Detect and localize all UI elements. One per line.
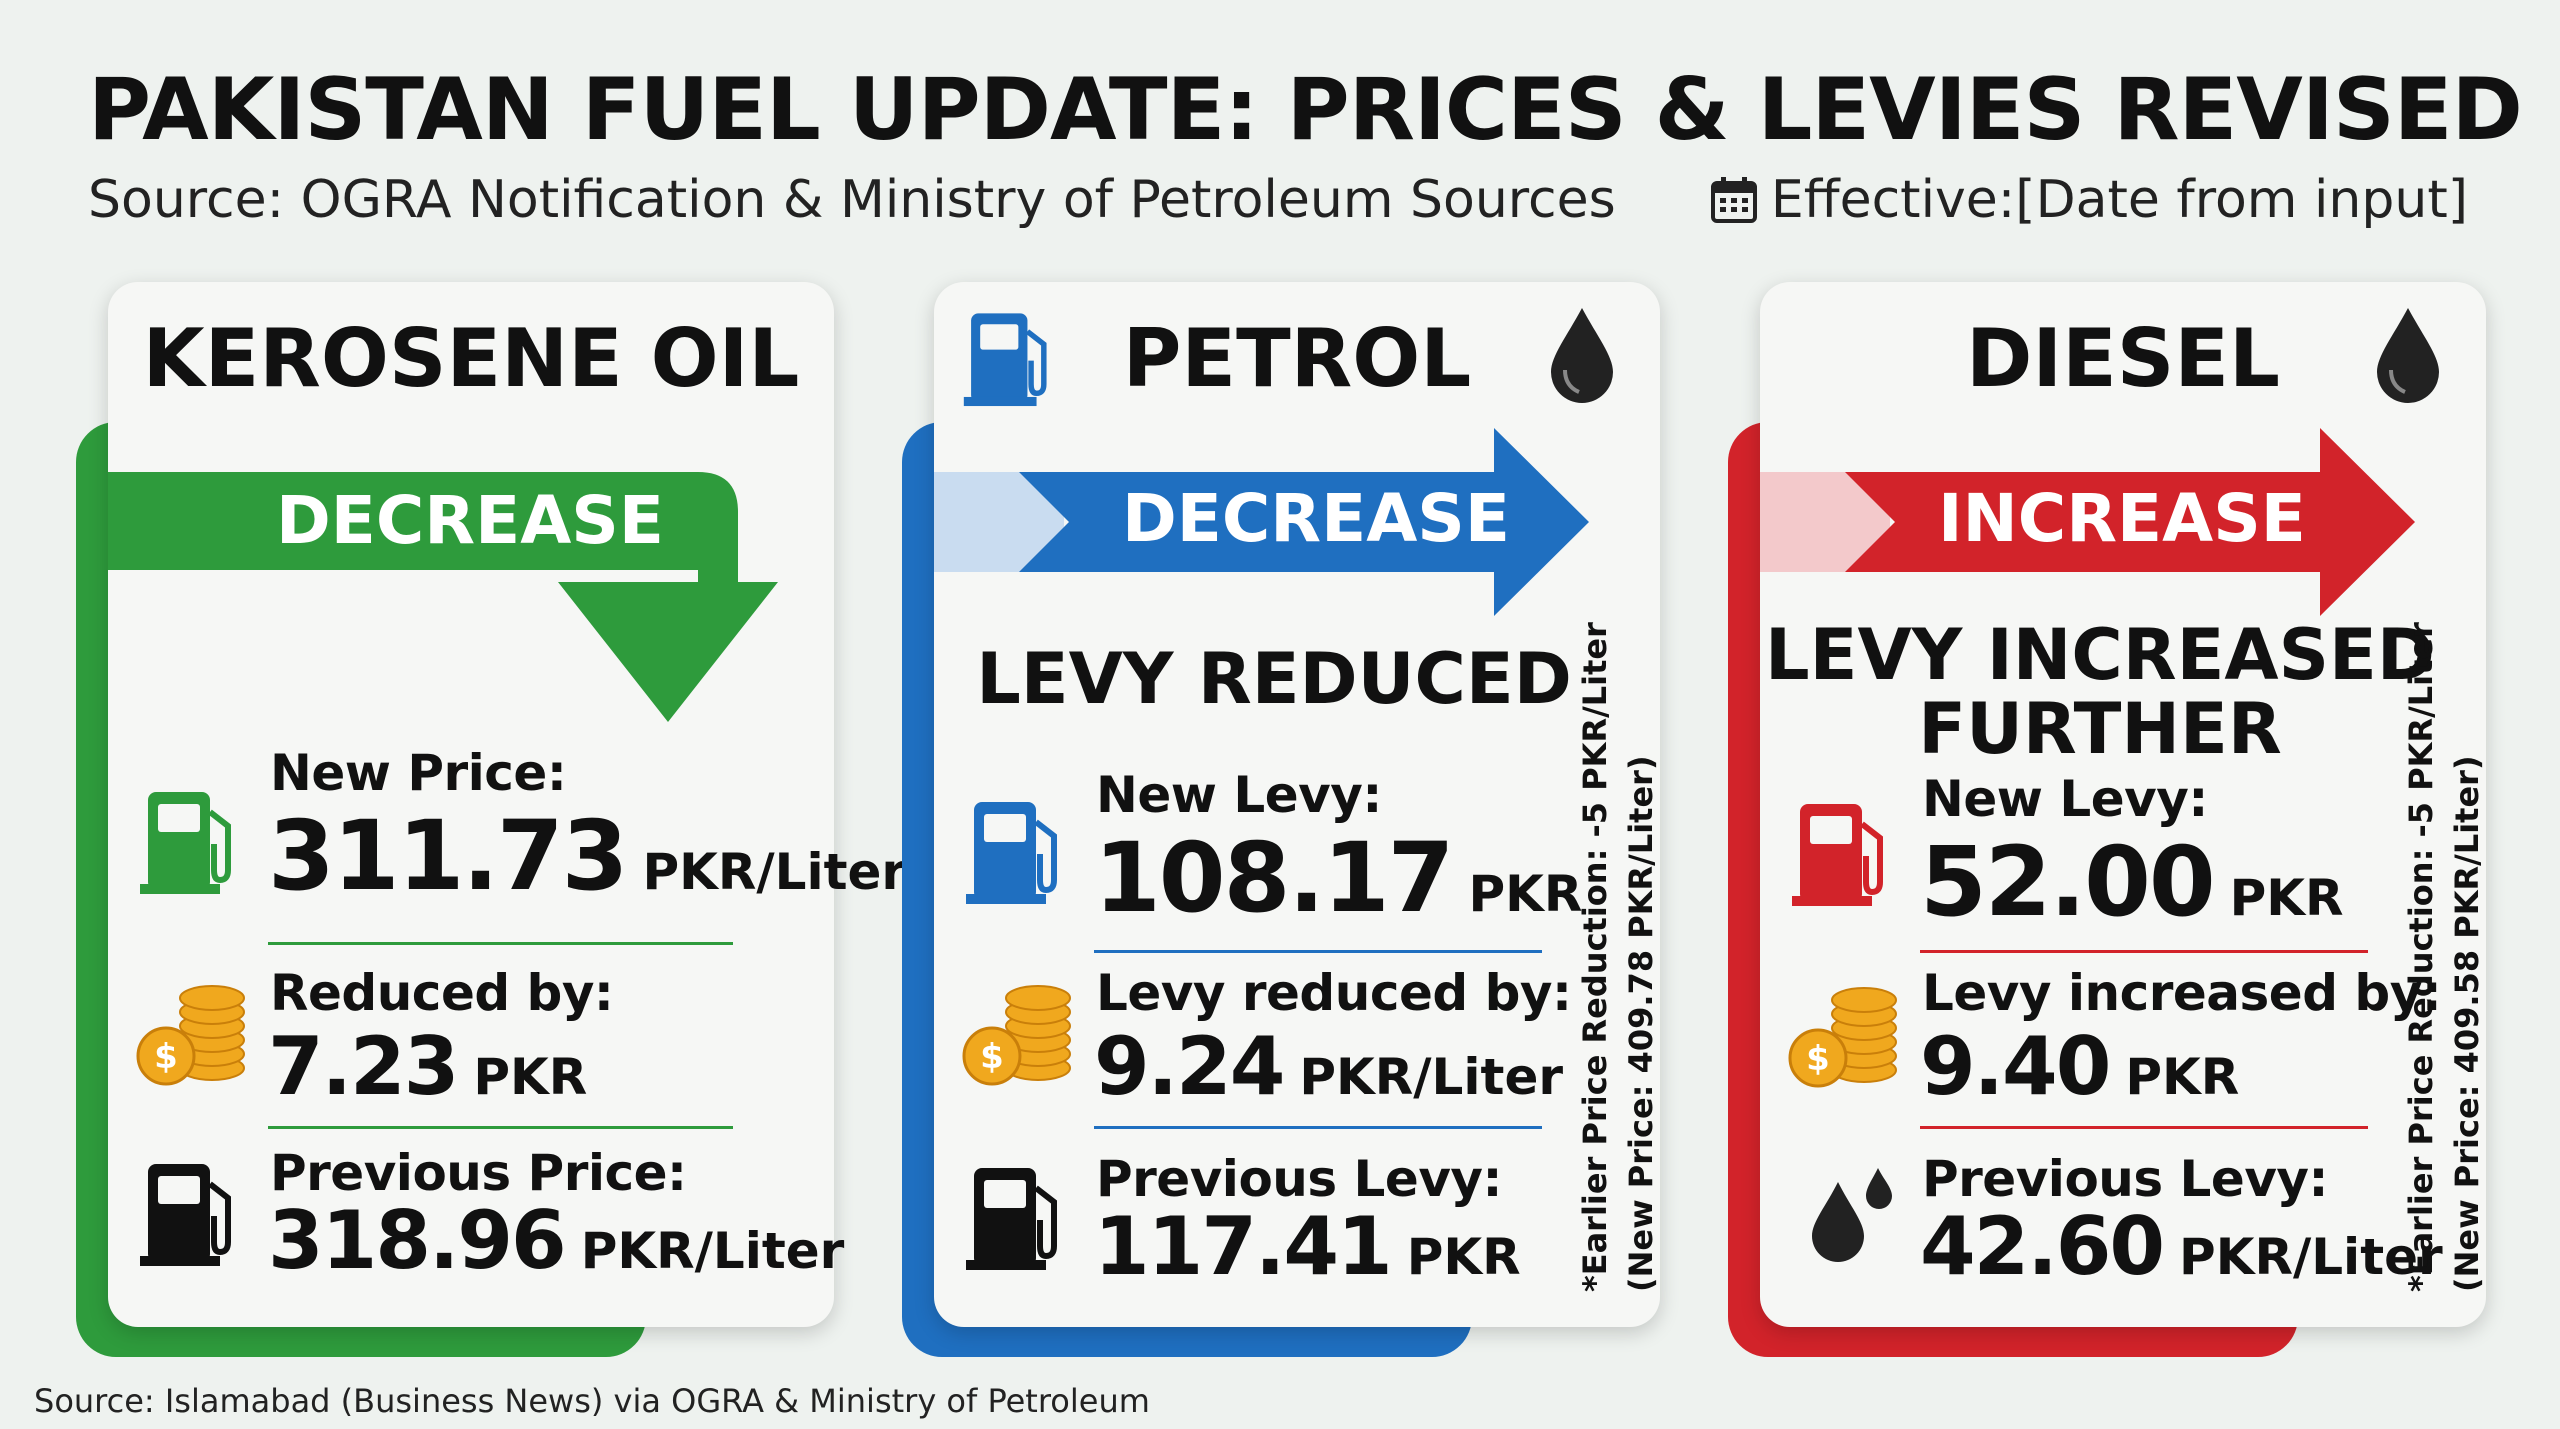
diesel-status-line1: LEVY INCREASED	[1765, 614, 2435, 696]
kerosene-reduced-unit: PKR	[473, 1048, 588, 1106]
kerosene-new-price-label: New Price:	[270, 744, 567, 802]
svg-text:$: $	[980, 1037, 1004, 1077]
oil-drops-icon	[1812, 1168, 1892, 1262]
fuel-pump-black-icon	[140, 1164, 231, 1266]
petrol-change: 9.24 PKR/Liter	[1094, 1020, 1563, 1113]
fuel-pump-icon	[963, 313, 1047, 407]
fuel-pump-icon	[140, 792, 231, 894]
fuel-pump-icon	[966, 802, 1057, 904]
kerosene-decrease-arrow	[108, 472, 778, 722]
petrol-new-levy-label: New Levy:	[1096, 766, 1382, 824]
kerosene-direction: DECREASE	[276, 482, 664, 559]
kerosene-new-price: 311.73 PKR/Liter	[268, 800, 906, 912]
petrol-change-unit: PKR/Liter	[1299, 1048, 1564, 1106]
coins-icon: $	[136, 985, 245, 1086]
petrol-card-body: PETROL	[934, 282, 1660, 1327]
diesel-note-line2: (New Price: 409.58 PKR/Liter)	[2448, 755, 2486, 1292]
page-title: PAKISTAN FUEL UPDATE: PRICES & LEVIES RE…	[88, 60, 2523, 160]
diesel-previous-value: 42.60	[1920, 1200, 2165, 1293]
petrol-new-levy-unit: PKR	[1468, 865, 1583, 923]
coins-icon: $	[962, 985, 1071, 1086]
footer-source: Source: Islamabad (Business News) via OG…	[34, 1382, 1150, 1420]
petrol-divider-1	[1094, 950, 1542, 953]
diesel-new-levy-unit: PKR	[2229, 869, 2344, 927]
kerosene-previous: 318.96 PKR/Liter	[268, 1194, 844, 1287]
effective-date: Effective:[Date from input]	[1709, 170, 2468, 230]
diesel-direction: INCREASE	[1938, 480, 2306, 557]
petrol-new-levy-value: 108.17	[1094, 822, 1454, 934]
diesel-note-line1: *Earlier Price Reduction: -5 PKR/Liter	[2402, 622, 2440, 1292]
petrol-title: PETROL	[1122, 312, 1472, 405]
diesel-change-unit: PKR	[2125, 1048, 2240, 1106]
kerosene-card-body: KEROSENE OIL	[108, 282, 834, 1327]
petrol-direction: DECREASE	[1122, 480, 1510, 557]
kerosene-reduced: 7.23 PKR	[268, 1020, 587, 1113]
diesel-change-label: Levy increased by:	[1922, 964, 2442, 1022]
diesel-new-levy: 52.00 PKR	[1920, 826, 2344, 938]
kerosene-previous-label: Previous Price:	[270, 1144, 687, 1202]
petrol-card: PETROL DECREASE LEVY REDUCED New Levy: 1…	[902, 282, 1662, 1357]
diesel-status-line2: FURTHER	[1918, 688, 2282, 770]
kerosene-previous-unit: PKR/Liter	[580, 1222, 845, 1280]
petrol-change-label: Levy reduced by:	[1096, 964, 1572, 1022]
diesel-card: DIESEL INCREASE LEVY INCREASED FURTHER N…	[1728, 282, 2488, 1357]
petrol-previous-unit: PKR	[1406, 1228, 1521, 1286]
petrol-decrease-arrow	[934, 428, 1589, 616]
oil-drop-icon	[1551, 308, 1613, 403]
fuel-pump-icon	[1792, 804, 1883, 906]
diesel-new-levy-value: 52.00	[1920, 826, 2216, 938]
oil-drop-icon	[2377, 308, 2439, 403]
diesel-divider-2	[1920, 1126, 2368, 1129]
svg-text:$: $	[154, 1037, 178, 1077]
petrol-note-line1: *Earlier Price Reduction: -5 PKR/Liter	[1576, 622, 1614, 1292]
petrol-note-line2: (New Price: 409.78 PKR/Liter)	[1622, 755, 1660, 1292]
diesel-divider-1	[1920, 950, 2368, 953]
petrol-side-note: *Earlier Price Reduction: -5 PKR/Liter (…	[1572, 622, 1664, 1292]
diesel-status: LEVY INCREASED FURTHER	[1760, 618, 2440, 766]
fuel-pump-black-icon	[966, 1168, 1057, 1270]
kerosene-new-price-unit: PKR/Liter	[642, 843, 907, 901]
petrol-previous-value: 117.41	[1094, 1200, 1393, 1293]
petrol-previous: 117.41 PKR	[1094, 1200, 1521, 1293]
kerosene-reduced-value: 7.23	[268, 1020, 459, 1113]
petrol-divider-2	[1094, 1126, 1542, 1129]
diesel-previous-unit: PKR/Liter	[2179, 1228, 2443, 1286]
diesel-change-value: 9.40	[1920, 1020, 2111, 1113]
kerosene-reduced-label: Reduced by:	[270, 964, 614, 1022]
kerosene-card: KEROSENE OIL DECREASE New Price: 311.73 P…	[76, 282, 906, 1357]
diesel-change: 9.40 PKR	[1920, 1020, 2239, 1113]
kerosene-previous-value: 318.96	[268, 1194, 567, 1287]
petrol-previous-label: Previous Levy:	[1096, 1150, 1503, 1208]
kerosene-new-price-value: 311.73	[268, 800, 628, 912]
diesel-side-note: *Earlier Price Reduction: -5 PKR/Liter (…	[2398, 622, 2490, 1292]
petrol-new-levy: 108.17 PKR	[1094, 822, 1582, 934]
kerosene-title: KEROSENE OIL	[142, 312, 800, 405]
diesel-title: DIESEL	[1965, 312, 2281, 405]
source-subtitle: Source: OGRA Notification & Ministry of …	[88, 170, 1616, 230]
coins-icon: $	[1788, 987, 1897, 1088]
svg-text:$: $	[1806, 1039, 1830, 1079]
kerosene-divider-2	[268, 1126, 733, 1129]
diesel-increase-arrow	[1760, 428, 2415, 616]
diesel-previous-label: Previous Levy:	[1922, 1150, 2329, 1208]
diesel-previous: 42.60 PKR/Liter	[1920, 1200, 2443, 1293]
diesel-card-body: DIESEL	[1760, 282, 2486, 1327]
diesel-new-levy-label: New Levy:	[1922, 770, 2208, 828]
effective-label: Effective:[Date from input]	[1770, 170, 2468, 230]
petrol-change-value: 9.24	[1094, 1020, 1285, 1113]
petrol-status: LEVY REDUCED	[976, 638, 1572, 720]
kerosene-divider-1	[268, 942, 733, 945]
calendar-icon	[1710, 177, 1757, 223]
